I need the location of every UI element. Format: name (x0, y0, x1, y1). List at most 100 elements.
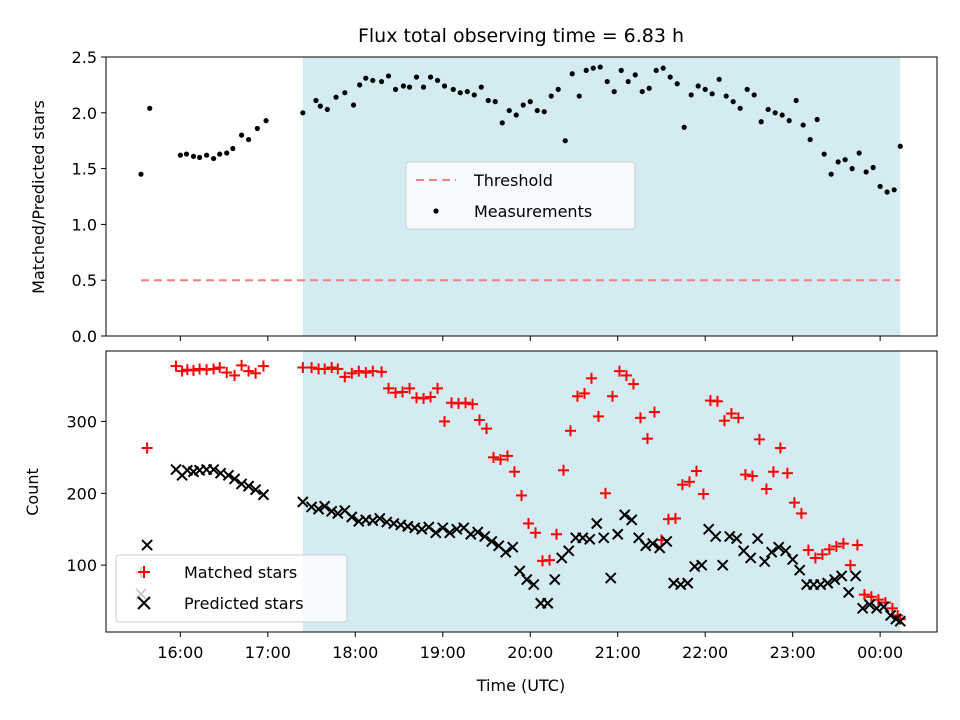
matched-star-point (725, 408, 737, 420)
measurement-point (653, 67, 659, 73)
measurement-point (583, 67, 589, 73)
predicted-star-point (779, 545, 792, 557)
x-tick-label: 00:00 (857, 643, 903, 662)
measurement-point (779, 112, 785, 118)
measurement-point (765, 106, 771, 113)
matched-star-point (229, 369, 241, 381)
matched-star-point (516, 489, 527, 501)
matched-star-point (257, 360, 269, 372)
matched-star-point (648, 406, 660, 418)
measurement-point (520, 102, 526, 108)
matched-star-point (809, 552, 821, 564)
bottom-legend-box (115, 554, 348, 623)
predicted-star-point (465, 528, 477, 540)
measurement-point (210, 155, 217, 162)
predicted-star-point (709, 530, 722, 543)
bottom-highlight-span (302, 351, 901, 632)
measurement-point (420, 84, 427, 90)
matched-star-point (529, 527, 541, 539)
matched-star-point (865, 591, 877, 603)
y-tick-label: 2.5 (72, 48, 97, 67)
predicted-star-point (828, 573, 841, 586)
top-frame (105, 56, 938, 337)
matched-star-point (550, 528, 562, 540)
predicted-star-point (228, 473, 241, 485)
matched-star-point (418, 392, 430, 404)
matched-star-point (613, 365, 625, 377)
predicted-star-point (584, 533, 596, 545)
predicted-star-point (235, 478, 248, 490)
matched-star-point (739, 469, 751, 481)
matched-star-point (236, 359, 248, 371)
predicted-star-point (500, 546, 512, 558)
predicted-star-point (744, 552, 757, 564)
predicted-star-point (444, 527, 456, 539)
predicted-star-point (786, 553, 799, 566)
matched-star-point (732, 412, 744, 424)
matched-star-point (851, 539, 863, 551)
top-legend-box (405, 161, 636, 230)
predicted-star-point (207, 463, 220, 476)
predicted-star-point (416, 523, 428, 535)
matched-star-point (243, 365, 255, 377)
x-tick-label: 17:00 (245, 643, 291, 662)
matched-star-point (830, 540, 842, 552)
measurement-point (786, 118, 792, 124)
matched-star-point (592, 410, 604, 422)
measurement-point (541, 109, 547, 115)
x-tick-label: 18:00 (332, 643, 378, 662)
predicted-star-point (681, 577, 694, 589)
matched-star-point (404, 382, 416, 394)
bottom-y-axis-label: Count (23, 468, 42, 516)
matched-star-point (872, 594, 884, 606)
measurement-point (625, 78, 631, 85)
y-tick-label: 300 (66, 412, 97, 431)
measurement-point (464, 88, 470, 95)
matched-star-point (676, 479, 688, 491)
matched-star-point (886, 602, 898, 614)
measurement-point (177, 152, 183, 158)
measurement-point (450, 86, 456, 92)
measurement-point (681, 124, 687, 130)
predicted-star-point (528, 578, 540, 591)
predicted-star-point (842, 586, 855, 599)
measurement-point (471, 92, 477, 98)
matched-star-point (760, 483, 772, 495)
measurement-point (891, 187, 897, 193)
measurement-point (604, 78, 610, 85)
bottom-x-ticks: 16:00 17:00 18:00 19:00 20:00 21:00 22:00 23:00… (157, 632, 903, 662)
predicted-star-point (765, 546, 778, 558)
measurement-point (856, 150, 862, 156)
measurement-point (138, 171, 144, 177)
measurement-point (203, 152, 210, 158)
matched-star-point (690, 465, 702, 477)
matched-star-point (439, 415, 451, 427)
measurement-point (842, 157, 848, 163)
predicted-stars-points (135, 463, 906, 627)
x-tick-label: 16:00 (157, 643, 203, 662)
measurement-point (300, 110, 306, 116)
matched-star-point (214, 362, 226, 374)
measurement-point (667, 74, 673, 80)
measurement-point (737, 105, 743, 111)
measurement-point (147, 105, 153, 111)
matched-star-point (837, 538, 849, 550)
measurement-point (639, 88, 645, 95)
top-panel: 0.0 0.5 1.0 1.5 2.0 2.5 Matched/Predicted sta… (29, 48, 938, 346)
threshold-legend-label: Threshold (473, 171, 553, 190)
matched-legend-swatch (138, 566, 150, 578)
predicted-star-point (318, 500, 331, 512)
predicted-star-point (257, 489, 270, 501)
predicted-star-point (821, 577, 834, 589)
predicted-star-point (367, 514, 379, 527)
matched-star-point (332, 363, 344, 375)
matched-stars-points (135, 359, 906, 625)
measurement-point (357, 82, 363, 88)
measurement-point (370, 77, 376, 84)
predicted-star-point (612, 528, 624, 540)
measurement-point (618, 67, 624, 73)
measurement-point (884, 189, 890, 195)
matched-star-point (795, 507, 807, 519)
matched-star-point (564, 425, 576, 437)
